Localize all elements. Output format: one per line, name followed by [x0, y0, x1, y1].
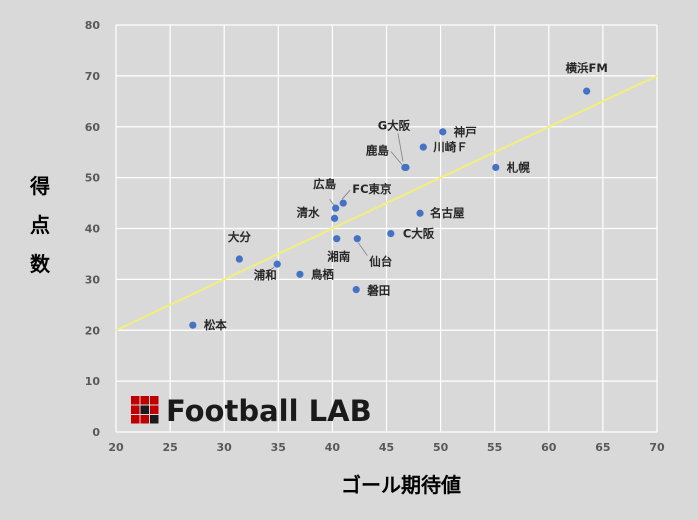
leader-lines: [266, 133, 404, 273]
point-label: 広島: [313, 177, 336, 191]
logo-square: [150, 396, 159, 405]
y-axis-title-char: 得: [29, 174, 50, 198]
logo-square: [150, 405, 159, 414]
point-label: 松本: [204, 318, 227, 332]
axis-ticks: 20 25 30 35 40 45 50 55 60 65 70 0 10 20 30 40 50 60 70 80: [85, 19, 665, 454]
logo-square: [131, 396, 140, 405]
y-axis-title-char: 点: [30, 213, 50, 237]
point-label: 神戸: [454, 125, 477, 139]
x-tick-label: 60: [541, 441, 557, 454]
logo-grid-icon: [131, 396, 159, 424]
logo-square: [131, 405, 140, 414]
logo-square: [140, 405, 149, 414]
data-point: [333, 235, 341, 243]
x-tick-label: 20: [108, 441, 124, 454]
point-label: 札幌: [506, 160, 530, 174]
x-tick-label: 40: [325, 441, 341, 454]
point-label: 清水: [297, 205, 320, 219]
data-point: [492, 163, 500, 172]
data-point: [189, 321, 197, 329]
point-label: FC東京: [352, 182, 392, 196]
y-tick-label: 0: [92, 426, 100, 439]
y-tick-label: 50: [85, 172, 101, 185]
y-tick-label: 30: [85, 273, 101, 286]
x-tick-label: 35: [271, 441, 286, 454]
point-label: G大阪: [378, 118, 411, 132]
logo-square: [150, 415, 159, 424]
leader-line: [397, 133, 404, 162]
point-label: 鹿島: [366, 143, 389, 157]
x-tick-label: 25: [162, 441, 177, 454]
x-tick-label: 45: [379, 441, 394, 454]
point-label: C大阪: [403, 227, 435, 241]
point-label: 磐田: [366, 284, 390, 298]
data-point: [235, 255, 243, 263]
data-point: [273, 260, 281, 268]
y-tick-label: 10: [85, 375, 101, 388]
logo-text: Football LAB: [166, 394, 372, 428]
y-tick-label: 60: [85, 121, 101, 134]
logo-square: [140, 415, 149, 424]
trendline: [115, 74, 658, 332]
point-label: 仙台: [369, 255, 392, 269]
data-point: [387, 229, 395, 238]
data-point: [583, 87, 591, 95]
point-label: 湘南: [327, 250, 350, 264]
point-label: 横浜FM: [566, 61, 608, 75]
leader-line: [357, 242, 368, 256]
data-point: [439, 128, 447, 136]
data-point: [419, 143, 427, 151]
logo-square: [131, 415, 140, 424]
logo-square: [140, 396, 149, 405]
y-tick-label: 80: [85, 19, 101, 32]
point-label: 名古屋: [430, 206, 465, 220]
point-label: 川崎Ｆ: [432, 140, 468, 154]
y-axis-title: 得点数: [29, 174, 51, 276]
leader-line: [266, 266, 275, 273]
football-lab-logo: Football LAB: [131, 394, 372, 428]
data-point: [332, 204, 340, 212]
y-tick-label: 20: [85, 324, 101, 337]
x-axis-title: ゴール期待値: [341, 473, 461, 497]
leader-line: [390, 151, 403, 165]
x-tick-label: 55: [487, 441, 502, 454]
leader-line: [329, 198, 334, 206]
trendline-line: [115, 74, 658, 332]
y-tick-label: 40: [85, 223, 101, 236]
point-label: 鳥栖: [311, 267, 334, 281]
x-tick-label: 50: [433, 441, 449, 454]
y-tick-label: 70: [85, 70, 101, 83]
y-axis-title-char: 数: [30, 252, 51, 276]
data-point: [416, 209, 424, 217]
data-points: [189, 87, 591, 329]
grid: [115, 24, 658, 433]
x-tick-label: 70: [649, 441, 665, 454]
data-point: [401, 163, 409, 172]
data-point: [296, 270, 304, 278]
point-label: 大分: [228, 230, 251, 244]
data-point: [339, 199, 347, 207]
data-point: [352, 285, 360, 294]
x-tick-label: 65: [595, 441, 610, 454]
leader-line: [341, 189, 351, 200]
data-point: [353, 235, 361, 243]
data-point: [330, 214, 339, 222]
point-label: 浦和: [254, 268, 277, 282]
x-tick-label: 30: [217, 441, 233, 454]
